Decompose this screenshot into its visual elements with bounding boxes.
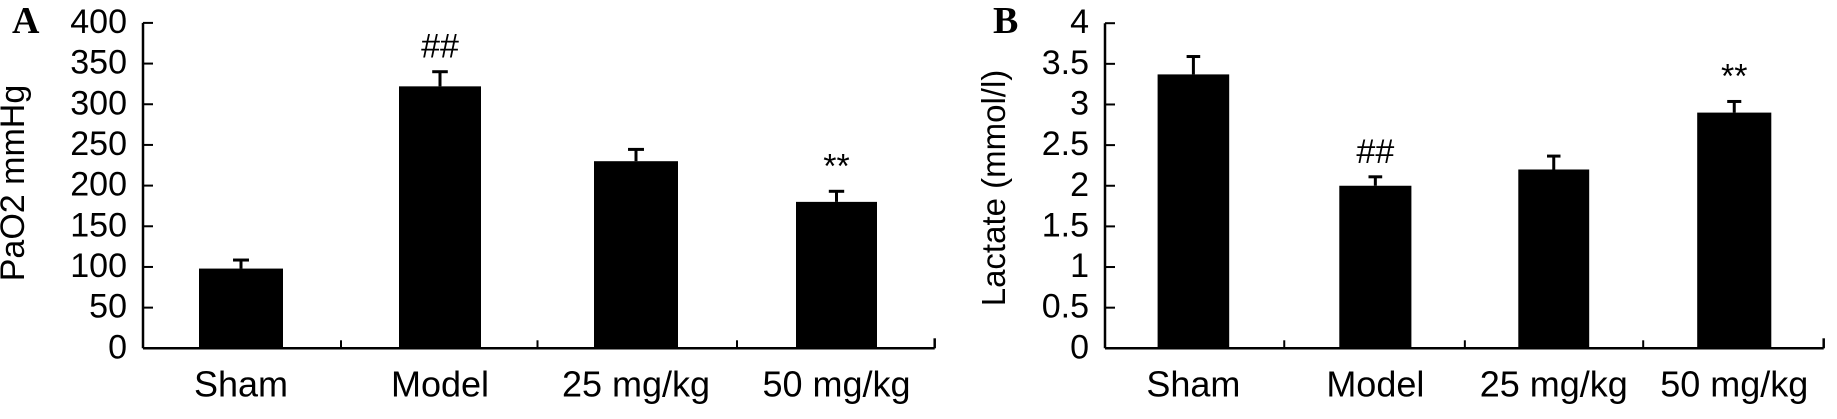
svg-text:**: ** <box>1721 57 1747 95</box>
svg-text:0.5: 0.5 <box>1042 288 1089 326</box>
svg-text:50 mg/kg: 50 mg/kg <box>1660 363 1808 404</box>
svg-text:A: A <box>12 0 40 42</box>
svg-text:3.5: 3.5 <box>1042 44 1089 82</box>
svg-text:Model: Model <box>391 363 489 404</box>
svg-text:100: 100 <box>70 247 127 285</box>
svg-text:4: 4 <box>1070 3 1089 41</box>
svg-text:##: ## <box>421 28 459 66</box>
svg-text:25 mg/kg: 25 mg/kg <box>562 363 710 404</box>
svg-text:**: ** <box>823 147 849 185</box>
svg-text:2: 2 <box>1070 166 1089 204</box>
svg-text:0: 0 <box>1070 328 1089 366</box>
svg-text:Sham: Sham <box>1146 363 1240 404</box>
svg-text:50 mg/kg: 50 mg/kg <box>762 363 910 404</box>
svg-text:0: 0 <box>108 328 127 366</box>
svg-text:200: 200 <box>70 166 127 204</box>
svg-text:B: B <box>993 0 1018 42</box>
svg-text:Lactate (mmol/l): Lactate (mmol/l) <box>975 70 1012 307</box>
svg-text:50: 50 <box>89 288 127 326</box>
svg-text:1: 1 <box>1070 247 1089 285</box>
svg-text:400: 400 <box>70 3 127 41</box>
svg-text:Model: Model <box>1326 363 1424 404</box>
svg-text:250: 250 <box>70 125 127 163</box>
svg-text:3: 3 <box>1070 84 1089 122</box>
svg-text:##: ## <box>1356 133 1394 171</box>
svg-text:1.5: 1.5 <box>1042 206 1089 244</box>
svg-text:Sham: Sham <box>194 363 288 404</box>
svg-text:25 mg/kg: 25 mg/kg <box>1480 363 1628 404</box>
svg-text:300: 300 <box>70 84 127 122</box>
svg-text:350: 350 <box>70 44 127 82</box>
svg-text:150: 150 <box>70 206 127 244</box>
svg-text:2.5: 2.5 <box>1042 125 1089 163</box>
svg-text:PaO2 mmHg: PaO2 mmHg <box>0 85 32 282</box>
